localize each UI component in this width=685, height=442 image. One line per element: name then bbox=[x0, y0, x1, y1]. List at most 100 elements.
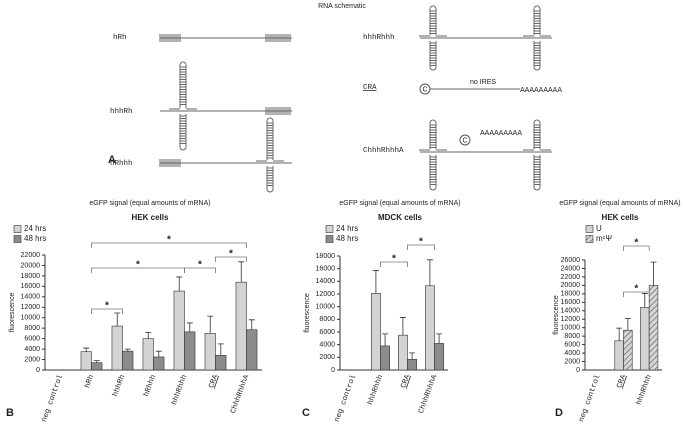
error-bar bbox=[399, 317, 406, 336]
legend-label: U bbox=[596, 224, 602, 233]
y-tick-label: 4000 bbox=[319, 342, 335, 349]
error-bar bbox=[176, 276, 183, 292]
y-tick-label: 12000 bbox=[561, 316, 581, 323]
bar bbox=[398, 334, 408, 371]
legend-swatch bbox=[585, 225, 594, 233]
bar bbox=[184, 331, 196, 371]
significance-bracket bbox=[623, 245, 650, 251]
panel-label: D bbox=[555, 407, 563, 419]
significance-label: * bbox=[392, 254, 396, 265]
construct-label: hhhRh bbox=[110, 108, 133, 116]
chart-subtitle: HEK cells bbox=[132, 213, 169, 222]
legend-label: 24 hrs bbox=[336, 224, 358, 233]
construct-label: ChhhRhhhA bbox=[363, 147, 404, 155]
significance-bracket bbox=[184, 267, 216, 273]
x-tick-label: hhhRhhh bbox=[367, 374, 385, 406]
construct-label: hRhhh bbox=[110, 160, 133, 168]
bar bbox=[640, 307, 650, 371]
bar bbox=[425, 285, 435, 371]
bar bbox=[80, 351, 92, 371]
significance-label: * bbox=[634, 284, 638, 295]
y-tick-label: 4000 bbox=[564, 350, 580, 357]
y-tick-label: 22000 bbox=[21, 252, 41, 259]
construct-label: hhhRhhh bbox=[363, 34, 395, 42]
x-tick-label: hhhRhhh bbox=[636, 374, 654, 406]
error-bar bbox=[186, 322, 193, 332]
y-tick-label: 16000 bbox=[561, 299, 581, 306]
error-bar bbox=[650, 261, 657, 286]
y-tick-label: 0 bbox=[36, 367, 40, 374]
bar bbox=[380, 345, 390, 371]
bar bbox=[204, 333, 216, 371]
hairpin bbox=[179, 61, 187, 151]
y-tick-label: 6000 bbox=[24, 335, 40, 342]
y-tick-label: 8000 bbox=[24, 325, 40, 332]
x-tick-label: CRA bbox=[208, 374, 220, 390]
bar bbox=[648, 285, 659, 371]
error-bar bbox=[207, 315, 214, 334]
y-tick-label: 0 bbox=[576, 367, 580, 374]
y-tick-label: 8000 bbox=[319, 316, 335, 323]
error-bar bbox=[217, 343, 224, 356]
y-tick-label: 14000 bbox=[316, 278, 336, 285]
y-tick-label: 26000 bbox=[561, 257, 581, 264]
cap-label: C bbox=[422, 86, 427, 93]
x-tick-label: ChhhRhhhA bbox=[230, 374, 252, 415]
significance-label: * bbox=[167, 235, 171, 246]
hairpin bbox=[429, 5, 437, 71]
chart-subtitle: HEK cells bbox=[602, 213, 639, 222]
error-bar bbox=[145, 331, 152, 339]
y-tick-label: 6000 bbox=[319, 329, 335, 336]
y-axis-label: fluorescence bbox=[304, 293, 311, 333]
bar bbox=[246, 329, 258, 371]
significance-bracket bbox=[91, 242, 247, 248]
chart-title: eGFP signal (equal amounts of mRNA) bbox=[559, 200, 680, 207]
y-tick-label: 10000 bbox=[561, 325, 581, 332]
chart-title: eGFP signal (equal amounts of mRNA) bbox=[339, 200, 460, 207]
y-tick-label: 10000 bbox=[316, 304, 336, 311]
significance-label: * bbox=[105, 301, 109, 312]
significance-bracket bbox=[215, 256, 247, 262]
annotation: no IRES bbox=[470, 79, 496, 86]
hairpin bbox=[533, 119, 541, 191]
y-tick-label: 8000 bbox=[564, 333, 580, 340]
error-bar bbox=[93, 360, 100, 363]
y-tick-label: 12000 bbox=[21, 304, 41, 311]
significance-bracket bbox=[407, 244, 435, 250]
legend-label: 48 hrs bbox=[24, 234, 46, 243]
y-tick-label: 4000 bbox=[24, 346, 40, 353]
error-bar bbox=[436, 333, 443, 344]
error-bar bbox=[155, 350, 162, 357]
y-tick-label: 10000 bbox=[21, 315, 41, 322]
bar bbox=[173, 290, 185, 371]
legend-label: 48 hrs bbox=[336, 234, 358, 243]
legend-swatch bbox=[585, 235, 594, 243]
y-tick-label: 24000 bbox=[561, 265, 581, 272]
hairpin bbox=[533, 5, 541, 71]
x-tick-label: CRA bbox=[616, 374, 628, 390]
y-axis-label: fluorescence bbox=[9, 293, 16, 333]
significance-label: * bbox=[198, 260, 202, 271]
x-tick-label: neg control bbox=[578, 374, 603, 424]
y-tick-label: 18000 bbox=[316, 253, 336, 260]
bar bbox=[91, 362, 103, 371]
y-tick-label: 2000 bbox=[319, 354, 335, 361]
construct-label: hRh bbox=[113, 34, 127, 42]
bar bbox=[407, 358, 417, 371]
panel-label: B bbox=[6, 407, 14, 419]
bar bbox=[122, 350, 134, 371]
cap bbox=[459, 134, 471, 146]
x-tick-label: neg control bbox=[334, 374, 359, 424]
y-tick-label: 18000 bbox=[561, 291, 581, 298]
x-tick-label: neg control bbox=[41, 374, 66, 424]
bar bbox=[623, 329, 633, 371]
bar bbox=[111, 325, 123, 371]
legend-swatch bbox=[325, 235, 334, 243]
x-tick-label: hhhRhhh bbox=[171, 374, 189, 406]
error-bar bbox=[382, 333, 389, 346]
error-bar bbox=[114, 312, 121, 327]
y-axis-label: fluorescence bbox=[553, 295, 560, 335]
error-bar bbox=[624, 317, 631, 331]
x-tick-label: hRh bbox=[84, 374, 96, 389]
